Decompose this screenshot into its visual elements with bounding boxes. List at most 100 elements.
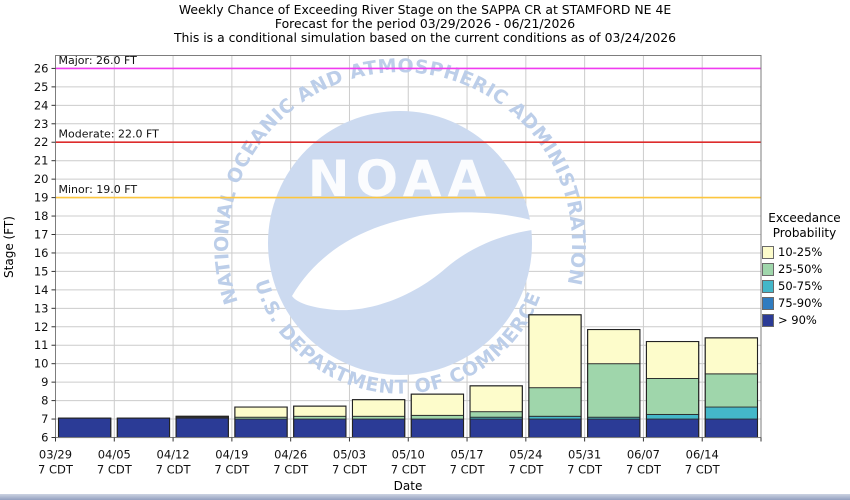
svg-text:15: 15 [34, 264, 49, 278]
bar-segment [116, 417, 171, 438]
bar-segment [528, 387, 582, 417]
x-tick-time: 7 CDT [97, 463, 133, 477]
bar-segment [58, 417, 112, 438]
legend-item: 50-75% [762, 279, 850, 293]
x-tick-time: 7 CDT [38, 463, 74, 477]
x-axis-title: Date [393, 479, 423, 493]
legend-item: 25-50% [762, 262, 850, 276]
svg-text:24: 24 [34, 98, 49, 112]
svg-text:26: 26 [34, 61, 49, 75]
x-tick-time: 7 CDT [391, 463, 427, 477]
bar-segment [645, 418, 700, 438]
seagull-icon [292, 212, 552, 311]
x-tick-date: 06/14 [686, 448, 719, 462]
svg-text:11: 11 [34, 338, 49, 352]
svg-text:12: 12 [34, 320, 49, 334]
svg-text:13: 13 [34, 301, 49, 315]
bar-segment [645, 413, 700, 420]
svg-text:8: 8 [41, 394, 48, 408]
legend-swatch [762, 245, 774, 259]
bar-segment [175, 417, 229, 438]
x-tick-date: 04/19 [215, 448, 248, 462]
bar-segment [293, 405, 347, 417]
svg-text:23: 23 [34, 117, 49, 131]
legend-title-line2: Probability [772, 226, 837, 240]
svg-text:6: 6 [41, 431, 48, 445]
threshold-label-moderate: Moderate: 22.0 FT [59, 128, 160, 141]
y-axis-ticks: 6 7 8 9 10 11 12 13 14 15 16 17 18 19 20 21 22 23 24 25 26 [34, 61, 56, 445]
y-axis-title: Stage (FT) [2, 216, 16, 278]
bar-segment [528, 314, 582, 389]
bar-segment [645, 341, 700, 379]
x-tick-time: 7 CDT [332, 463, 368, 477]
x-tick-time: 7 CDT [156, 463, 192, 477]
x-tick-date: 04/05 [98, 448, 131, 462]
legend-label: 75-90% [778, 296, 823, 310]
x-tick-time: 7 CDT [685, 463, 721, 477]
x-tick-time: 7 CDT [450, 463, 486, 477]
x-tick-time: 7 CDT [508, 463, 544, 477]
svg-text:22: 22 [34, 135, 49, 149]
bar-segment [587, 418, 641, 438]
bar-segment [704, 406, 758, 420]
legend-label: 10-25% [778, 245, 823, 259]
bar-segment [645, 377, 700, 415]
bar-segment [469, 418, 523, 438]
bar-segment [704, 373, 758, 408]
bar-segment [587, 363, 641, 418]
bar-segment [410, 418, 464, 438]
x-tick-date: 05/24 [509, 448, 542, 462]
legend-swatch [762, 313, 774, 327]
svg-text:9: 9 [41, 375, 48, 389]
legend-item: 10-25% [762, 245, 850, 259]
window-edge [0, 494, 850, 500]
svg-text:19: 19 [34, 191, 49, 205]
bar-segment [352, 418, 406, 438]
x-tick-date: 05/10 [392, 448, 425, 462]
x-tick-time: 7 CDT [214, 463, 250, 477]
bar-segment [469, 411, 523, 418]
svg-text:16: 16 [34, 246, 49, 260]
bar-segment [528, 418, 582, 438]
bar-segment [410, 393, 464, 416]
bar-segment [704, 337, 758, 375]
x-tick-time: 7 CDT [626, 463, 662, 477]
legend-items: 10-25% 25-50% 50-75% 75-90% > 90% [759, 245, 850, 327]
legend-label: 25-50% [778, 262, 823, 276]
bar-segment [234, 418, 288, 438]
chart-note: This is a conditional simulation based o… [173, 29, 676, 45]
legend-swatch [762, 296, 774, 310]
x-tick-date: 05/17 [450, 448, 483, 462]
bar-segment [293, 418, 347, 438]
legend-label: 50-75% [778, 279, 823, 293]
x-tick-date: 05/31 [568, 448, 601, 462]
chart-header: Weekly Chance of Exceeding River Stage o… [0, 3, 850, 44]
legend-title-line1: Exceedance [768, 211, 841, 225]
bar-segment [587, 329, 641, 365]
legend-item: 75-90% [762, 296, 850, 310]
x-tick-date: 04/26 [274, 448, 307, 462]
chart-subtitle: Forecast for the period 03/29/2026 - 06/… [274, 15, 576, 31]
svg-text:18: 18 [34, 209, 49, 223]
noaa-wordmark: NOAA [308, 150, 492, 208]
svg-text:17: 17 [34, 228, 49, 242]
bar-segment [234, 406, 288, 418]
threshold-label-major: Major: 26.0 FT [59, 54, 138, 67]
legend-swatch [762, 262, 774, 276]
svg-text:20: 20 [34, 172, 49, 186]
legend: Exceedance Probability 10-25% 25-50% 50-75… [759, 211, 850, 330]
x-tick-date: 06/07 [627, 448, 660, 462]
legend-item: > 90% [762, 313, 850, 327]
svg-text:10: 10 [34, 357, 49, 371]
bar-segment [469, 385, 523, 413]
bar-segment [410, 414, 464, 420]
x-tick-date: 04/12 [157, 448, 190, 462]
svg-text:7: 7 [41, 412, 48, 426]
chart-title: Weekly Chance of Exceeding River Stage o… [178, 2, 672, 17]
x-tick-date: 03/29 [39, 448, 72, 462]
svg-text:21: 21 [34, 154, 49, 168]
legend-swatch [762, 279, 774, 293]
